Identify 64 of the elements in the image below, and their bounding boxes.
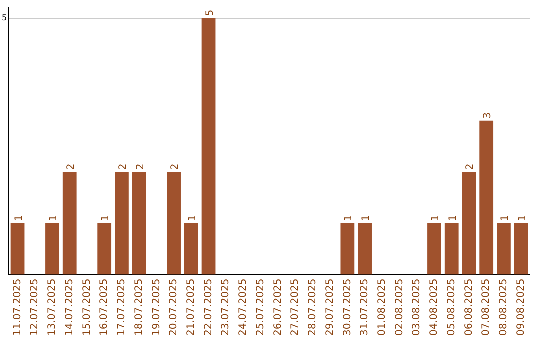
data-label: 1	[517, 215, 528, 222]
x-tick-label: 21.07.2025	[186, 278, 197, 336]
x-tick-label: 05.08.2025	[446, 278, 458, 336]
x-tick-label: 07.08.2025	[481, 278, 492, 336]
data-label: 1	[14, 215, 25, 222]
bar	[46, 223, 60, 275]
data-label: 1	[187, 215, 198, 222]
bar	[62, 172, 77, 275]
x-tick-label: 02.08.2025	[394, 278, 406, 336]
data-label: 1	[448, 215, 459, 222]
x-tick-label: 29.07.2025	[324, 278, 336, 336]
x-tick-label: 12.07.2025	[30, 278, 41, 336]
x-tick-label: 06.08.2025	[464, 278, 475, 336]
data-label: 2	[170, 164, 182, 170]
bar	[184, 223, 198, 275]
bar	[202, 18, 216, 275]
bar	[480, 120, 494, 275]
bar	[358, 223, 372, 275]
x-tick-label: 28.07.2025	[308, 278, 319, 336]
x-tick-label: 30.07.2025	[342, 278, 354, 336]
bar	[514, 223, 528, 275]
x-tick-label: 25.07.2025	[255, 278, 266, 336]
bar	[428, 223, 442, 275]
x-tick-label: 01.08.2025	[377, 278, 388, 336]
x-tick-label: 13.07.2025	[47, 278, 58, 336]
bar	[10, 223, 25, 275]
x-tick-label: 11.07.2025	[12, 278, 24, 336]
x-tick-label: 04.08.2025	[429, 278, 440, 336]
data-label: 2	[135, 164, 146, 170]
x-tick-label: 24.07.2025	[238, 278, 250, 336]
bar	[497, 223, 511, 275]
x-tick-label: 26.07.2025	[272, 278, 284, 336]
data-label: 1	[100, 215, 112, 222]
x-tick-label: 20.07.2025	[168, 278, 180, 336]
x-tick-label: 18.07.2025	[134, 278, 145, 336]
x-tick-label: 22.07.2025	[203, 278, 214, 336]
data-label: 1	[430, 215, 442, 222]
x-tick-label: 15.07.2025	[82, 278, 93, 336]
data-label: 1	[500, 215, 511, 222]
x-tick-label: 08.08.2025	[498, 278, 510, 336]
data-label: 5	[204, 10, 216, 16]
x-tick-label: 16.07.2025	[99, 278, 110, 336]
x-tick-label: 19.07.2025	[151, 278, 162, 336]
data-label: 1	[361, 215, 372, 222]
data-label: 2	[118, 164, 129, 170]
bar	[444, 223, 459, 275]
data-label: 1	[344, 215, 355, 222]
bar	[462, 172, 476, 275]
data-label: 1	[48, 215, 60, 222]
data-label: 3	[482, 112, 494, 119]
x-tick-label: 27.07.2025	[290, 278, 302, 336]
bar	[115, 172, 129, 275]
data-label: 2	[66, 164, 77, 170]
data-label: 2	[465, 164, 476, 170]
x-tick-label: 17.07.2025	[116, 278, 128, 336]
bar	[340, 223, 355, 275]
bar	[167, 172, 181, 275]
x-tick-label: 09.08.2025	[516, 278, 527, 336]
x-tick-label: 23.07.2025	[220, 278, 232, 336]
bar	[132, 172, 146, 275]
x-tick-label: 03.08.2025	[412, 278, 423, 336]
bar	[98, 223, 112, 275]
x-tick-label: 31.07.2025	[360, 278, 371, 336]
x-tick-label: 14.07.2025	[64, 278, 76, 336]
